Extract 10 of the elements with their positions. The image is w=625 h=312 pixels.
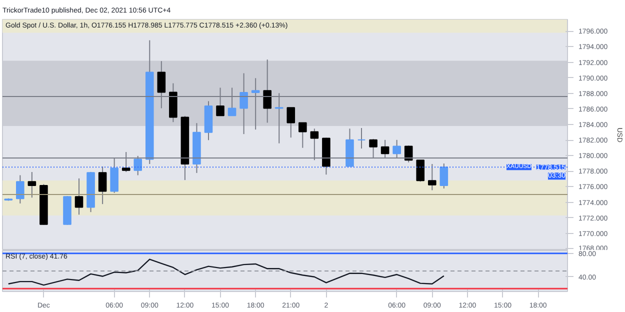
candlestick	[286, 107, 296, 138]
line-series	[8, 258, 445, 286]
candlestick	[428, 164, 436, 191]
candlestick	[28, 172, 36, 198]
candlestick	[16, 174, 24, 204]
candlestick	[440, 163, 448, 189]
candlestick	[357, 128, 366, 150]
candlestick	[74, 178, 84, 216]
candlestick	[98, 166, 107, 205]
candlestick	[298, 122, 307, 148]
